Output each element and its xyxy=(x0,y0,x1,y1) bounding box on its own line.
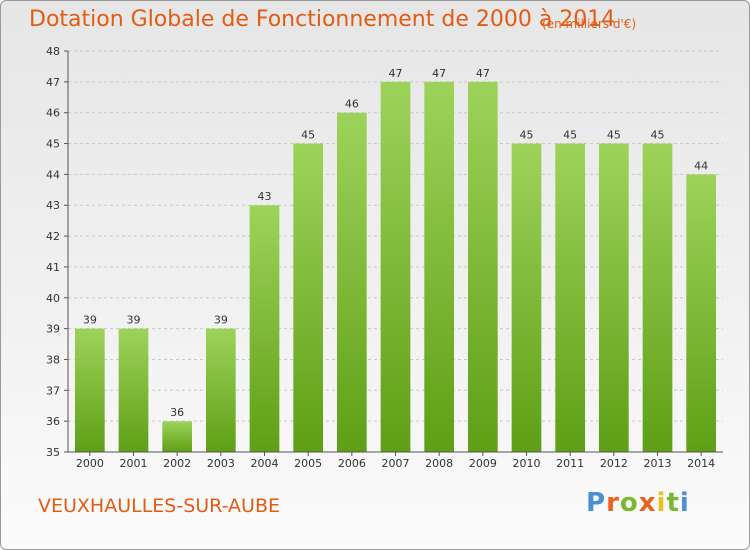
x-tick-label: 2003 xyxy=(207,457,235,470)
bar-2009 xyxy=(467,81,498,452)
x-tick-label: 2004 xyxy=(251,457,279,470)
y-tick-label: 43 xyxy=(46,199,60,212)
x-tick-label: 2001 xyxy=(120,457,148,470)
logo-letter: r xyxy=(606,488,620,518)
bar-2012 xyxy=(598,143,629,453)
logo-letter: x xyxy=(638,488,657,518)
bar-2008 xyxy=(424,81,455,452)
x-tick-label: 2011 xyxy=(556,457,584,470)
bar-2013 xyxy=(642,143,673,453)
logo-letter: t xyxy=(666,488,680,518)
x-tick-label: 2007 xyxy=(382,457,410,470)
data-label: 46 xyxy=(345,98,359,111)
y-tick-label: 39 xyxy=(46,323,60,336)
y-tick-label: 35 xyxy=(46,446,60,459)
bar-2002 xyxy=(162,421,193,452)
bar-2011 xyxy=(555,143,586,453)
bar-2005 xyxy=(293,143,324,453)
x-tick-label: 2006 xyxy=(338,457,366,470)
data-label: 39 xyxy=(214,314,228,327)
bar-2007 xyxy=(380,81,411,452)
commune-name: VEUXHAULLES-SUR-AUBE xyxy=(38,495,280,517)
x-tick-label: 2005 xyxy=(294,457,322,470)
bar-2014 xyxy=(686,174,717,452)
data-label: 45 xyxy=(301,129,315,142)
proxiti-logo: Proxiti xyxy=(586,488,690,518)
data-label: 47 xyxy=(389,67,403,80)
bar-2006 xyxy=(336,112,367,452)
logo-letter: i xyxy=(656,488,667,518)
data-label: 45 xyxy=(651,129,665,142)
x-tick-label: 2000 xyxy=(76,457,104,470)
logo-letter: P xyxy=(586,488,607,518)
bar-2004 xyxy=(249,205,280,452)
y-tick-label: 46 xyxy=(46,107,60,120)
x-tick-label: 2014 xyxy=(687,457,715,470)
data-label: 44 xyxy=(694,159,708,172)
chart-title: Dotation Globale de Fonctionnement de 20… xyxy=(29,7,616,32)
bar-2001 xyxy=(118,328,149,452)
y-tick-label: 41 xyxy=(46,261,60,274)
data-label: 45 xyxy=(607,129,621,142)
x-tick-label: 2008 xyxy=(425,457,453,470)
logo-letter: i xyxy=(679,488,690,518)
y-tick-label: 47 xyxy=(46,76,60,89)
bar-2003 xyxy=(205,328,236,452)
y-tick-label: 45 xyxy=(46,138,60,151)
data-label: 45 xyxy=(520,129,534,142)
x-tick-label: 2010 xyxy=(513,457,541,470)
x-tick-label: 2002 xyxy=(163,457,191,470)
bar-2010 xyxy=(511,143,542,453)
y-tick-label: 36 xyxy=(46,415,60,428)
y-tick-label: 42 xyxy=(46,230,60,243)
y-tick-label: 48 xyxy=(46,45,60,58)
bars: 39 39 36 39 43 45 46 47 47 47 45 45 45 45 44 xyxy=(74,67,717,453)
data-label: 47 xyxy=(476,67,490,80)
data-label: 36 xyxy=(170,406,184,419)
axes: 35 36 37 38 39 40 41 42 43 44 45 46 47 48 2000 2001 2002… xyxy=(46,45,723,470)
y-tick-label: 44 xyxy=(46,168,60,181)
data-label: 43 xyxy=(258,190,272,203)
logo-letter: o xyxy=(619,488,639,518)
bar-2000 xyxy=(74,328,105,452)
x-tick-label: 2009 xyxy=(469,457,497,470)
y-tick-label: 38 xyxy=(46,353,60,366)
y-tick-label: 37 xyxy=(46,384,60,397)
data-label: 45 xyxy=(563,129,577,142)
y-tick-label: 40 xyxy=(46,292,60,305)
data-label: 47 xyxy=(432,67,446,80)
x-tick-label: 2012 xyxy=(600,457,628,470)
data-label: 39 xyxy=(83,314,97,327)
x-tick-label: 2013 xyxy=(644,457,672,470)
unit-note: (en milliers d'€) xyxy=(542,17,637,31)
data-label: 39 xyxy=(127,314,141,327)
